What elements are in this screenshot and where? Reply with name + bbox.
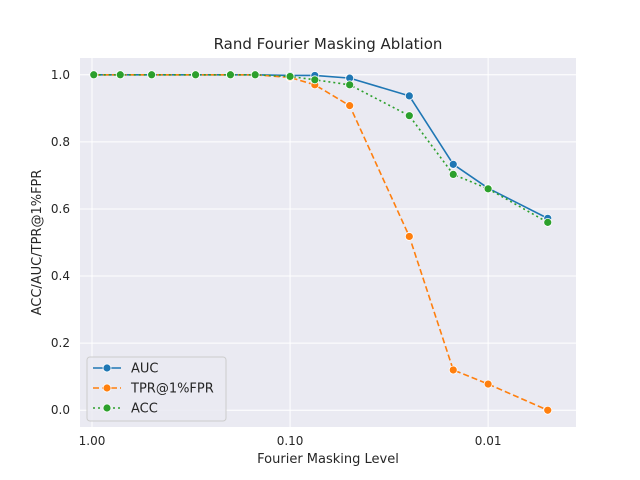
y-axis-label: ACC/AUC/TPR@1%FPR [30,170,45,316]
x-tick-label: 0.10 [277,434,304,448]
data-point-tpr-1-fpr [543,405,553,415]
chart-title: Rand Fourier Masking Ablation [214,35,443,53]
y-tick-label: 0.6 [51,202,70,216]
data-point-acc [147,70,157,80]
y-tick-label: 0.8 [51,135,70,149]
series-acc [89,70,553,227]
x-tick-label: 1.00 [79,434,106,448]
data-point-acc [543,217,553,227]
legend-entry-acc: ACC [93,402,158,417]
data-point-acc [226,70,235,80]
y-tick-label: 0.2 [51,336,70,350]
legend-marker-tpr-1-fpr [102,383,112,393]
data-point-acc [115,70,125,80]
data-point-acc [285,72,295,81]
x-tick-label: 0.01 [475,434,502,448]
y-tick-label: 1.0 [51,68,70,82]
legend-frame [86,356,227,422]
legend-marker-acc [102,403,112,413]
data-point-acc [404,111,414,121]
legend-entry-auc: AUC [93,362,159,377]
legend-marker-auc [102,363,112,373]
data-point-tpr-1-fpr [404,232,414,241]
legend-entry-tpr-1-fpr: TPR@1%FPR [93,382,214,397]
series-layer [89,70,553,415]
data-point-acc [345,80,355,90]
data-point-acc [191,70,200,80]
y-tick-label: 0.0 [51,403,70,417]
data-point-tpr-1-fpr [345,101,355,111]
axis-ticks: 0.0 0.2 0.4 0.6 0.8 1.0 1.00 0.10 0.01 [51,68,502,448]
legend-label-tpr-1-fpr: TPR@1%FPR [130,382,214,397]
data-point-acc [310,75,320,85]
y-tick-label: 0.4 [51,269,70,283]
data-point-acc [448,170,458,179]
legend-label-acc: ACC [131,402,158,417]
legend: AUC TPR@1%FPR ACC [86,356,227,422]
data-point-auc [448,159,458,169]
data-point-acc [483,184,493,194]
data-point-acc [250,70,260,80]
data-point-acc [89,70,99,80]
data-point-tpr-1-fpr [483,379,493,389]
x-axis-label: Fourier Masking Level [257,452,399,467]
legend-label-auc: AUC [131,362,159,377]
data-point-tpr-1-fpr [448,365,458,375]
data-point-auc [404,91,414,101]
